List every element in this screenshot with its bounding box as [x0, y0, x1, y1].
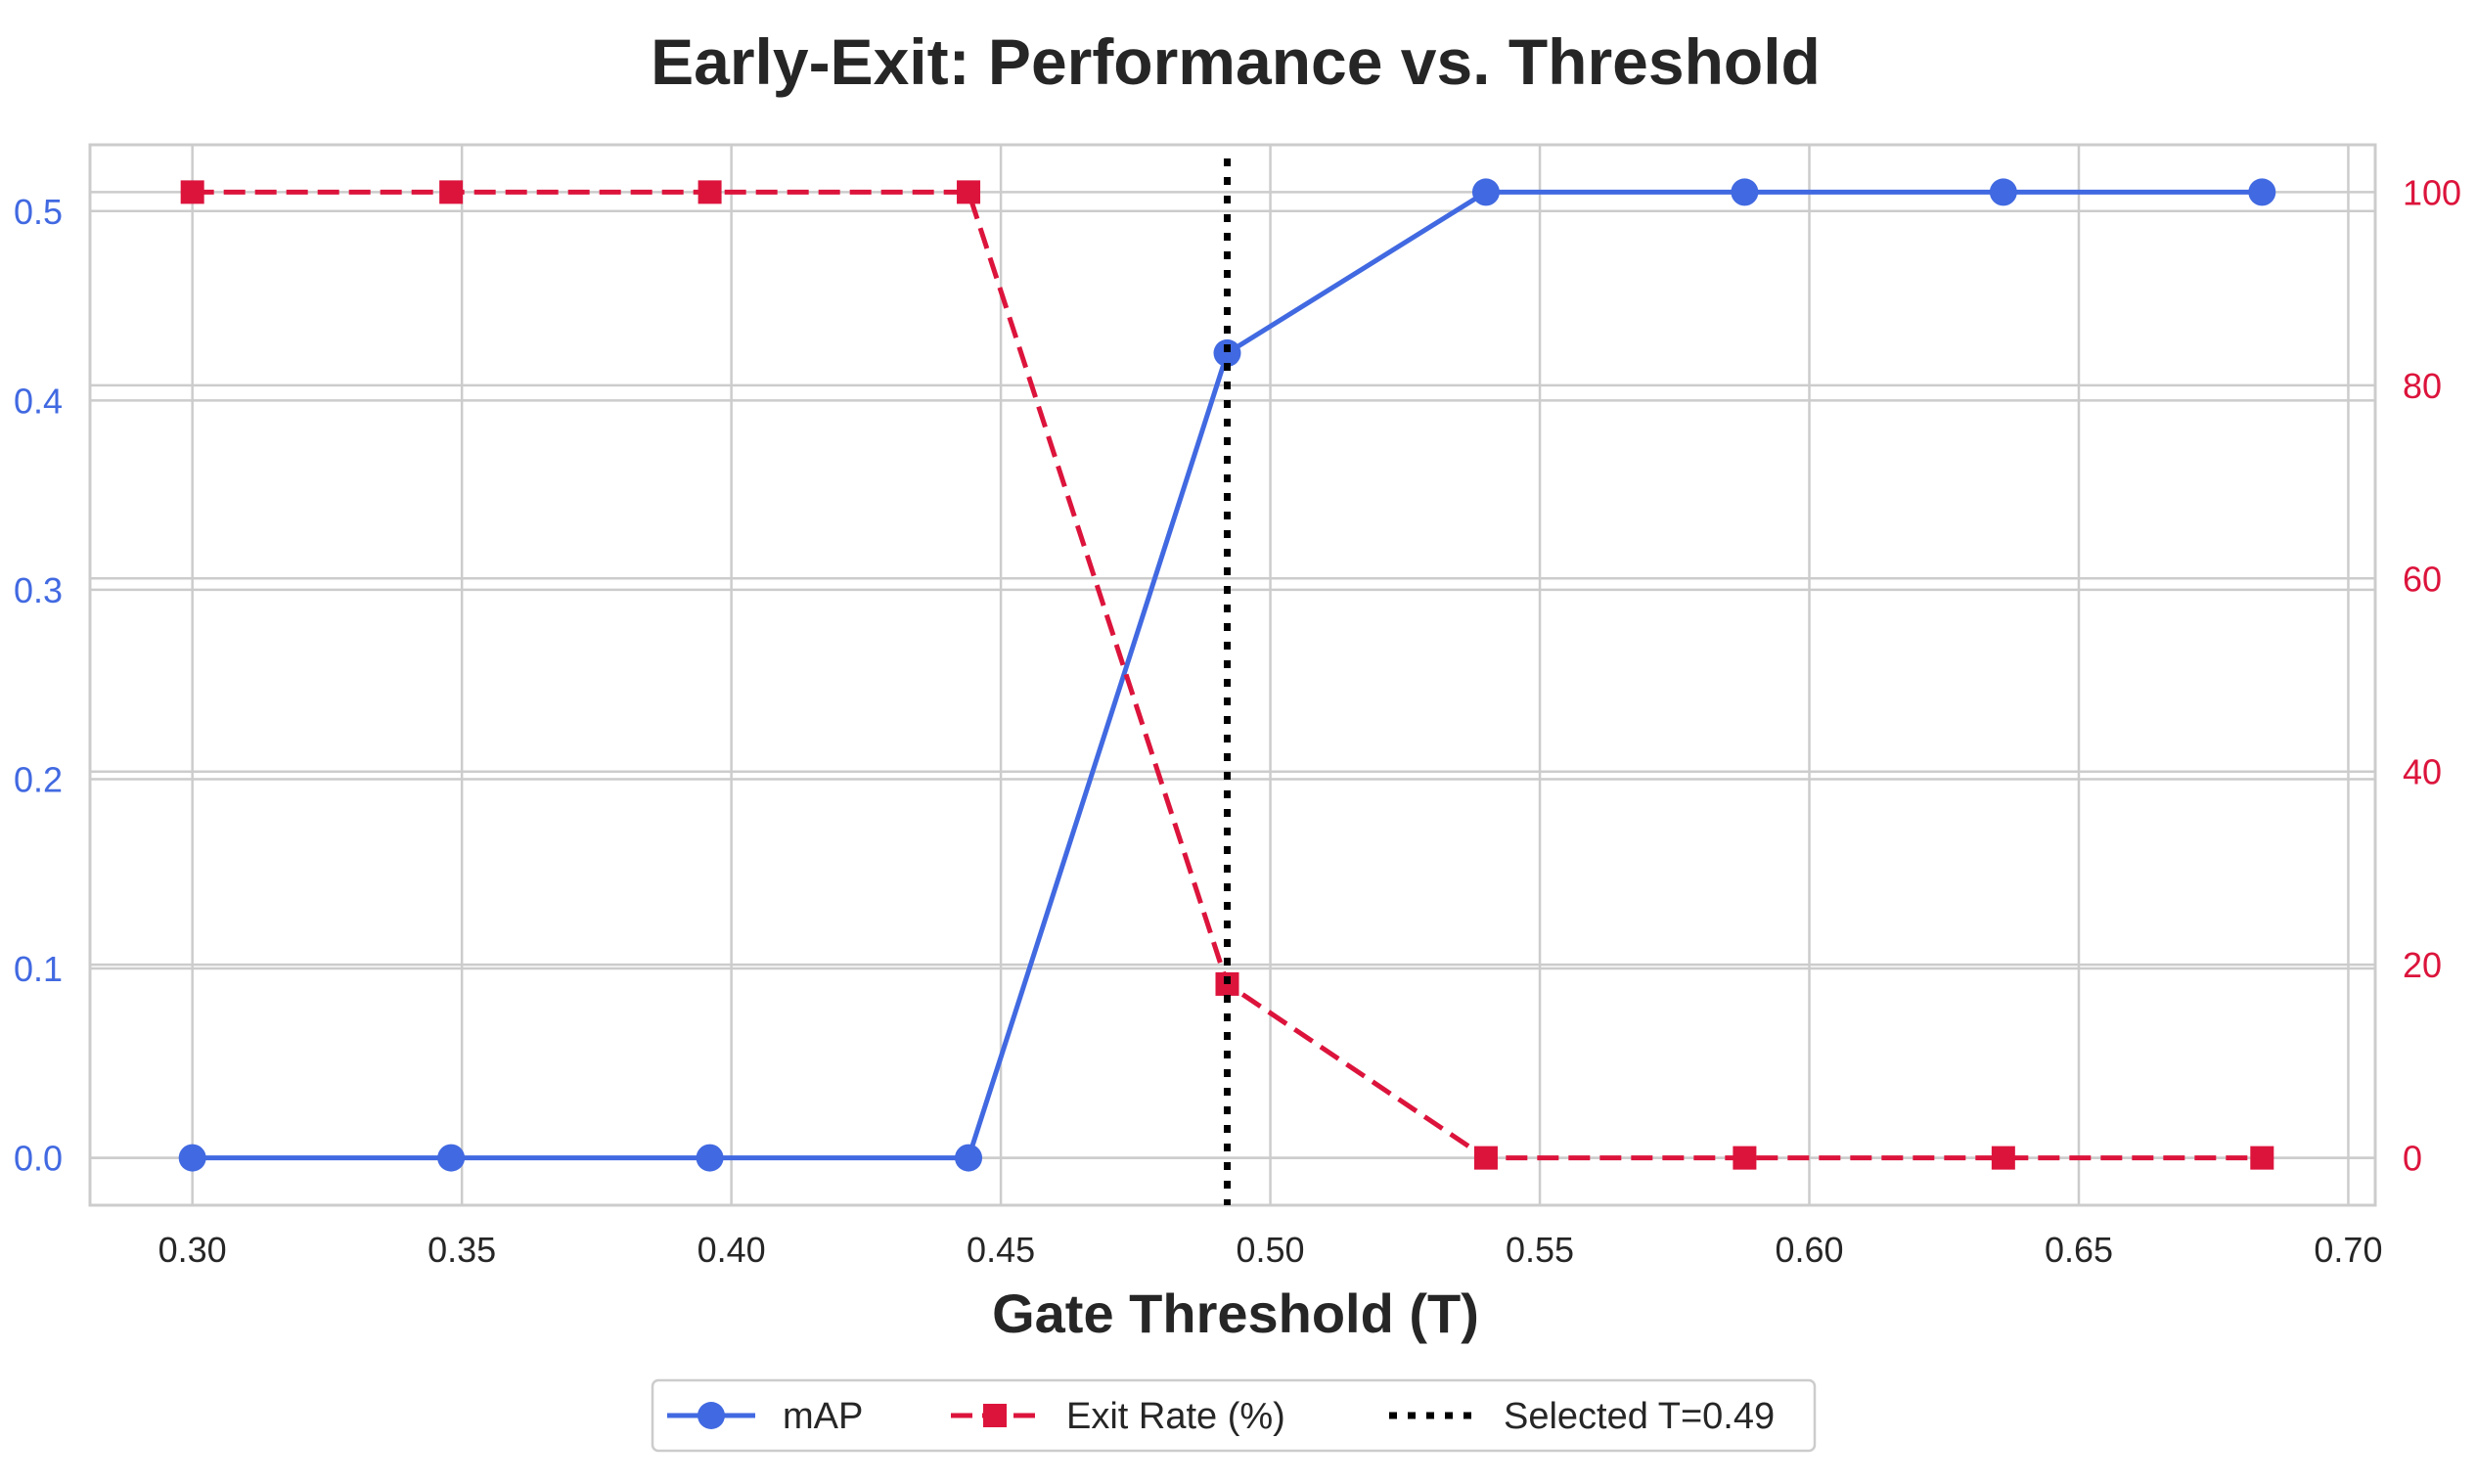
legend-label-map: mAP: [783, 1396, 863, 1437]
grid: [90, 145, 2375, 1205]
x-tick-label: 0.55: [1506, 1230, 1574, 1270]
data-point-exit-rate: [1991, 1146, 2015, 1170]
x-tick-label: 0.30: [158, 1230, 227, 1270]
tick-labels: 0.30 0.35 0.40 0.45 0.50 0.55 0.60 0.65 0.700.00…: [14, 172, 2461, 1270]
data-point-exit-rate: [439, 180, 464, 204]
x-tick-label: 0.50: [1237, 1230, 1305, 1270]
data-point-map: [1731, 178, 1759, 206]
data-point-exit-rate: [2250, 1146, 2274, 1170]
legend: mAP Exit Rate (%) Selected T=0.49: [651, 1378, 1817, 1453]
y-left-tick-label: 0.0: [14, 1139, 63, 1179]
x-tick-label: 0.35: [428, 1230, 496, 1270]
data-point-map: [178, 1144, 206, 1172]
y-left-tick-label: 0.5: [14, 192, 63, 232]
legend-label-selected-threshold: Selected T=0.49: [1504, 1396, 1775, 1437]
legend-label-exit-rate: Exit Rate (%): [1066, 1396, 1285, 1437]
data-point-exit-rate: [698, 180, 722, 204]
data-point-map: [1471, 178, 1500, 206]
legend-marker-map: [698, 1402, 725, 1429]
x-tick-label: 0.65: [2045, 1230, 2113, 1270]
legend-box: [651, 1378, 1817, 1453]
axes: [88, 143, 2377, 1207]
legend-marker-exit-rate: [983, 1404, 1007, 1427]
data-point-map: [437, 1144, 466, 1172]
y-left-tick-label: 0.4: [14, 381, 63, 421]
series-line-exit-rate: [192, 189, 2263, 1161]
data-point-exit-rate: [1733, 1146, 1757, 1170]
y-left-tick-label: 0.1: [14, 949, 63, 989]
y-right-tick-label: 60: [2403, 559, 2442, 599]
series-line-map: [192, 189, 2263, 1161]
data-point-map: [696, 1144, 724, 1172]
series: [178, 158, 2276, 1205]
x-tick-label: 0.40: [698, 1230, 766, 1270]
y-right-tick-label: 100: [2403, 172, 2461, 212]
y-left-tick-label: 0.3: [14, 570, 63, 610]
y-right-tick-label: 0: [2403, 1139, 2422, 1179]
y-right-tick-label: 20: [2403, 945, 2442, 985]
y-right-tick-label: 40: [2403, 752, 2442, 792]
x-tick-label: 0.45: [967, 1230, 1035, 1270]
data-point-map: [2248, 178, 2276, 206]
data-point-map: [1989, 178, 2017, 206]
data-point-exit-rate: [1473, 1146, 1498, 1170]
plot-frame: [88, 143, 2377, 1207]
x-axis-label: Gate Threshold (T): [992, 1282, 1479, 1344]
data-point-exit-rate: [180, 180, 204, 204]
x-tick-label: 0.70: [2314, 1230, 2382, 1270]
data-point-exit-rate: [957, 180, 981, 204]
y-right-tick-label: 80: [2403, 366, 2442, 406]
y-left-tick-label: 0.2: [14, 759, 63, 799]
data-point-map: [955, 1144, 983, 1172]
chart-title: Early-Exit: Performance vs. Threshold: [651, 25, 1821, 98]
data-point-map: [1213, 338, 1241, 367]
x-tick-label: 0.60: [1775, 1230, 1843, 1270]
